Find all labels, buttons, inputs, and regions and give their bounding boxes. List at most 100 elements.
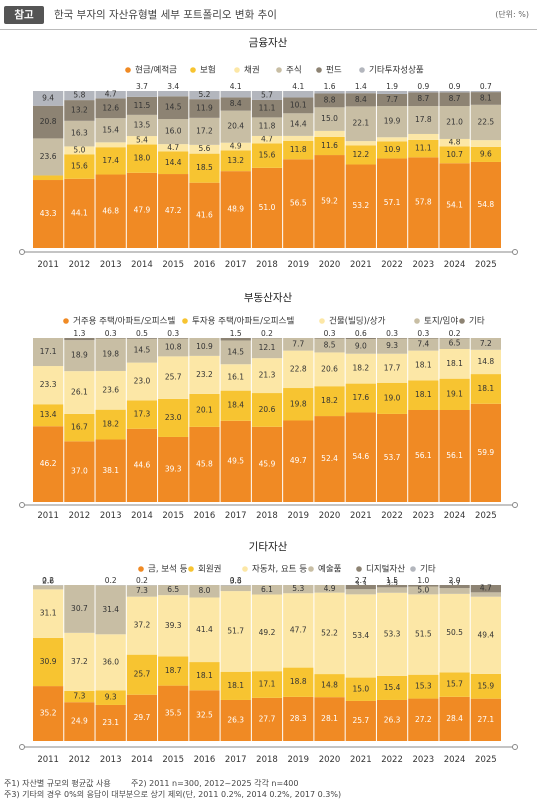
data-label: 51.0 [259, 203, 276, 212]
data-label: 0.3 [105, 329, 117, 338]
x-tick-label: 2011 [37, 755, 59, 765]
bar-segment [376, 413, 408, 502]
data-label: 0.3 [167, 329, 179, 338]
data-label: 14.8 [321, 681, 338, 690]
data-label: 54.8 [478, 200, 495, 209]
bar-segment [64, 690, 95, 703]
bar-segment [158, 91, 189, 97]
bar-segment [470, 403, 501, 502]
bar-segment [64, 702, 95, 741]
charts-canvas: 금융자산현금/예적금보험채권주식펀드기타투자성상품43.32.923.620.8… [19, 37, 518, 765]
data-label: 0.9 [449, 82, 461, 91]
data-label: 14.5 [227, 347, 244, 356]
data-label: 4.7 [167, 143, 179, 152]
data-label: 44.1 [71, 208, 88, 217]
chart-title: 금융자산 [249, 37, 288, 49]
legend-marker [319, 318, 325, 324]
legend-marker [63, 318, 69, 324]
bar-segment [345, 141, 376, 146]
data-label: 12.2 [352, 150, 369, 159]
bar-segment [64, 178, 95, 248]
data-label: 0.9 [417, 82, 429, 91]
data-label: 1.5 [230, 329, 242, 338]
data-label: 13.4 [40, 410, 57, 419]
data-label: 10.1 [290, 100, 307, 109]
bar-segment [345, 677, 376, 701]
data-label: 27.1 [478, 715, 495, 724]
data-label: 5.6 [198, 144, 210, 153]
chart-title: 기타자산 [249, 541, 288, 553]
data-label: 4.1 [292, 82, 304, 91]
bar-segment [220, 591, 251, 672]
data-label: 18.4 [227, 401, 244, 410]
data-label: 7.3 [136, 586, 148, 595]
data-label: 6.5 [449, 339, 461, 348]
chart-1: 금융자산현금/예적금보험채권주식펀드기타투자성상품43.32.923.620.8… [19, 37, 518, 270]
data-label: 41.4 [196, 625, 213, 634]
x-tick-label: 2021 [350, 511, 372, 521]
x-tick-label: 2013 [100, 260, 122, 270]
x-tick-label: 2021 [350, 260, 372, 270]
data-label: 8.7 [449, 94, 461, 103]
data-label: 15.6 [259, 151, 276, 160]
legend-label: 디지털자산 [366, 564, 405, 575]
bar-segment [408, 674, 439, 699]
bar-segment [220, 338, 251, 341]
data-label: 25.7 [352, 716, 369, 725]
data-label: 18.9 [71, 351, 88, 360]
data-label: 0.7 [480, 82, 492, 91]
data-label: 26.3 [384, 715, 401, 724]
data-label: 18.0 [134, 154, 151, 163]
bar-segment [345, 338, 376, 354]
legend-label: 기타투자성상품 [369, 65, 424, 76]
data-label: 28.4 [446, 714, 463, 723]
bar-segment [314, 352, 345, 387]
bar-segment [439, 338, 470, 349]
bar-segment [283, 593, 314, 668]
data-label: 4.8 [449, 138, 461, 147]
data-label: 4.9 [230, 142, 242, 151]
x-tick-label: 2024 [444, 511, 466, 521]
bar-segment [345, 585, 376, 590]
bar-segment [283, 696, 314, 741]
bar-segment [470, 161, 501, 248]
bar-segment [439, 378, 470, 410]
data-label: 8.5 [324, 340, 336, 349]
bar-segment [95, 147, 126, 175]
bar-segment [470, 673, 501, 699]
data-label: 18.1 [227, 681, 244, 690]
data-label: 26.3 [227, 715, 244, 724]
data-label: 0.2 [136, 576, 148, 585]
data-label: 23.3 [40, 380, 57, 389]
bar-segment [158, 151, 189, 175]
data-label: 49.7 [290, 456, 307, 465]
bar-segment [345, 353, 376, 384]
bar-segment [64, 146, 95, 155]
data-label: 11.6 [321, 141, 338, 150]
data-label: 2.7 [355, 576, 367, 585]
bar-segment [408, 157, 439, 248]
axis-endpoint [19, 744, 25, 750]
data-label: 49.5 [227, 456, 244, 465]
legend-label: 회원권 [198, 564, 221, 575]
bar-segment [283, 667, 314, 697]
x-tick-label: 2017 [225, 260, 247, 270]
bar-segment [439, 92, 470, 107]
data-label: 5.7 [261, 90, 273, 99]
data-label: 27.2 [415, 715, 432, 724]
bar-segment [314, 674, 345, 698]
bar-segment [376, 91, 408, 94]
data-label: 35.5 [165, 708, 182, 717]
legend-label: 자동차, 요트 등 [252, 565, 307, 575]
data-label: 18.7 [165, 666, 182, 675]
bar-segment [345, 589, 376, 595]
data-label: 59.9 [478, 448, 495, 457]
bar-segment [64, 338, 95, 341]
bar-segment [33, 180, 64, 248]
footnote-line-2: 주3) 기타의 경우 0%의 응답이 대부분으로 상기 제외(단, 2011 0… [4, 790, 342, 799]
bar-segment [376, 585, 408, 588]
data-label: 11.1 [415, 144, 432, 153]
bar-segment [126, 428, 158, 502]
bar-segment [376, 587, 408, 593]
data-label: 37.2 [71, 657, 88, 666]
